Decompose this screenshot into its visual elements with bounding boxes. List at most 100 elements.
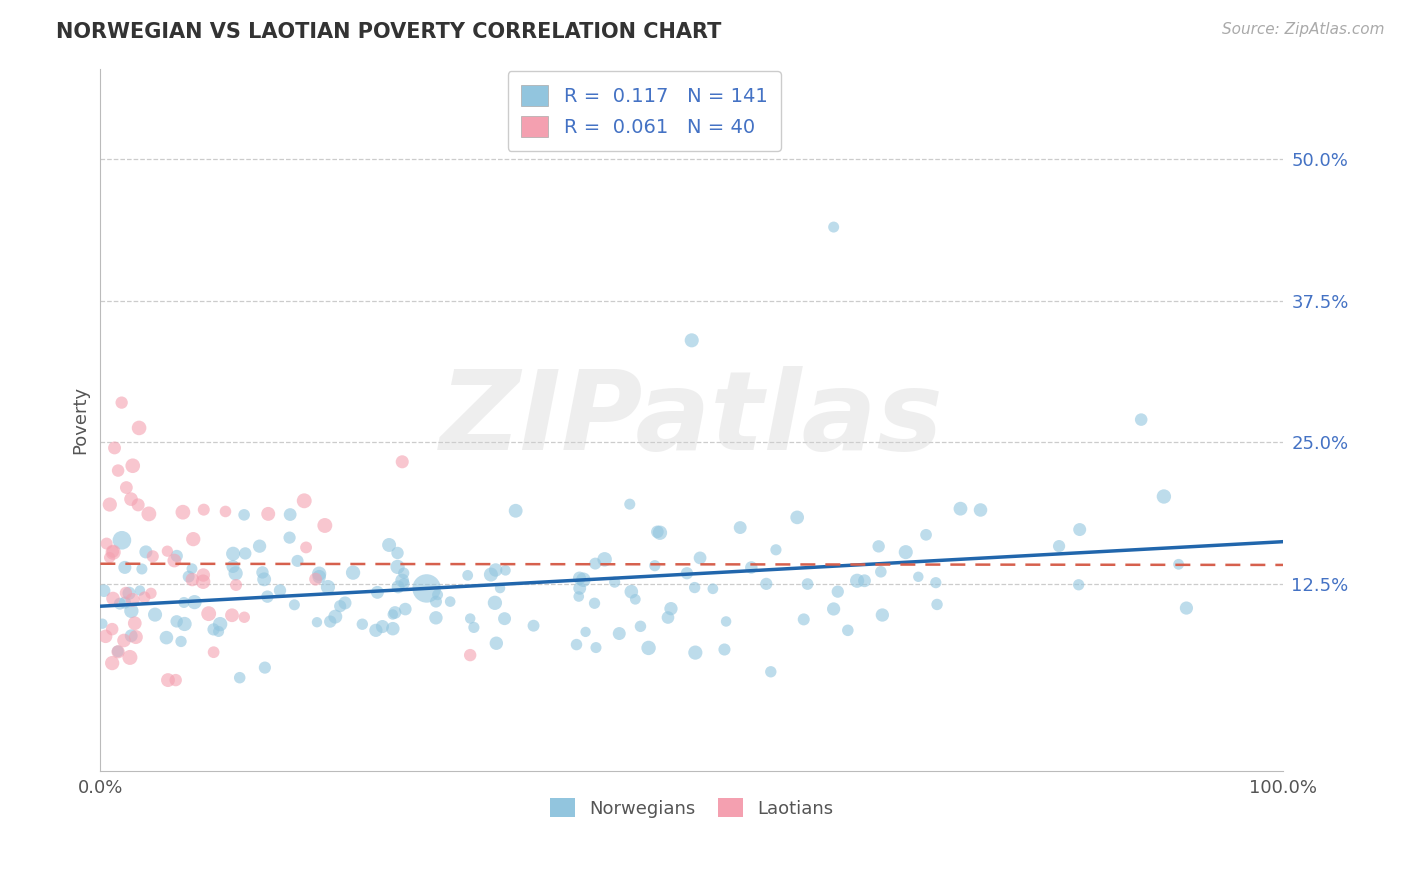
Point <box>568 582 591 596</box>
Point <box>316 580 339 594</box>
Text: Source: ZipAtlas.com: Source: ZipAtlas.com <box>1222 22 1385 37</box>
Point <box>583 596 606 610</box>
Point <box>352 617 374 632</box>
Point <box>107 464 129 478</box>
Point <box>925 575 948 590</box>
Point <box>755 577 778 591</box>
Point <box>868 540 890 554</box>
Point <box>225 578 247 592</box>
Point <box>846 574 869 588</box>
Point <box>494 612 516 626</box>
Point <box>659 601 682 615</box>
Point <box>574 624 596 639</box>
Point <box>94 629 117 643</box>
Point <box>387 560 409 574</box>
Point <box>647 524 669 539</box>
Point <box>495 563 517 577</box>
Point <box>681 334 703 348</box>
Point <box>381 622 404 636</box>
Point <box>619 497 641 511</box>
Point <box>568 571 591 585</box>
Point <box>387 580 409 594</box>
Point <box>143 607 166 622</box>
Point <box>607 626 630 640</box>
Point <box>120 492 142 507</box>
Point <box>565 638 588 652</box>
Point <box>156 544 179 558</box>
Point <box>603 575 626 590</box>
Point <box>648 525 671 540</box>
Point <box>426 588 449 602</box>
Point <box>107 645 129 659</box>
Point <box>287 554 309 568</box>
Point <box>172 505 194 519</box>
Text: NORWEGIAN VS LAOTIAN POVERTY CORRELATION CHART: NORWEGIAN VS LAOTIAN POVERTY CORRELATION… <box>56 22 721 42</box>
Point <box>139 586 162 600</box>
Point <box>283 598 305 612</box>
Point <box>381 607 404 622</box>
Point <box>1069 523 1091 537</box>
Point <box>853 574 876 588</box>
Point <box>253 660 276 674</box>
Point <box>183 595 205 609</box>
Point <box>155 631 177 645</box>
Point <box>333 596 356 610</box>
Point <box>114 596 136 610</box>
Point <box>329 599 352 614</box>
Point <box>101 544 124 558</box>
Point <box>796 577 818 591</box>
Point <box>702 582 724 596</box>
Point <box>170 634 193 648</box>
Point <box>869 565 891 579</box>
Point <box>233 508 256 522</box>
Point <box>387 546 409 560</box>
Point <box>115 586 138 600</box>
Point <box>759 665 782 679</box>
Point <box>765 542 787 557</box>
Point <box>392 566 415 580</box>
Point <box>1130 412 1153 426</box>
Point <box>166 615 188 629</box>
Point <box>823 220 845 235</box>
Point <box>228 671 250 685</box>
Point <box>391 455 413 469</box>
Point <box>121 458 143 473</box>
Point <box>1047 539 1070 553</box>
Point <box>181 562 204 576</box>
Point <box>96 536 118 550</box>
Point <box>384 606 406 620</box>
Point <box>568 590 591 604</box>
Point <box>585 640 607 655</box>
Point <box>685 646 707 660</box>
Point <box>111 395 134 409</box>
Point <box>463 620 485 634</box>
Point <box>323 609 346 624</box>
Point <box>98 498 121 512</box>
Point <box>457 568 479 582</box>
Point <box>425 594 447 608</box>
Point <box>907 570 929 584</box>
Point <box>1175 601 1198 615</box>
Point <box>522 618 544 632</box>
Point <box>108 597 131 611</box>
Point <box>366 585 388 599</box>
Point <box>249 539 271 553</box>
Point <box>173 595 195 609</box>
Point <box>278 531 301 545</box>
Point <box>114 560 136 574</box>
Point <box>93 583 115 598</box>
Point <box>112 633 135 648</box>
Point <box>115 481 138 495</box>
Point <box>728 520 751 534</box>
Point <box>142 549 165 564</box>
Point <box>378 538 401 552</box>
Point <box>222 547 245 561</box>
Point <box>364 624 387 638</box>
Point <box>101 656 124 670</box>
Point <box>166 549 188 563</box>
Point <box>676 566 699 581</box>
Point <box>181 573 204 587</box>
Point <box>103 441 125 455</box>
Legend: Norwegians, Laotians: Norwegians, Laotians <box>543 790 841 825</box>
Point <box>392 576 415 591</box>
